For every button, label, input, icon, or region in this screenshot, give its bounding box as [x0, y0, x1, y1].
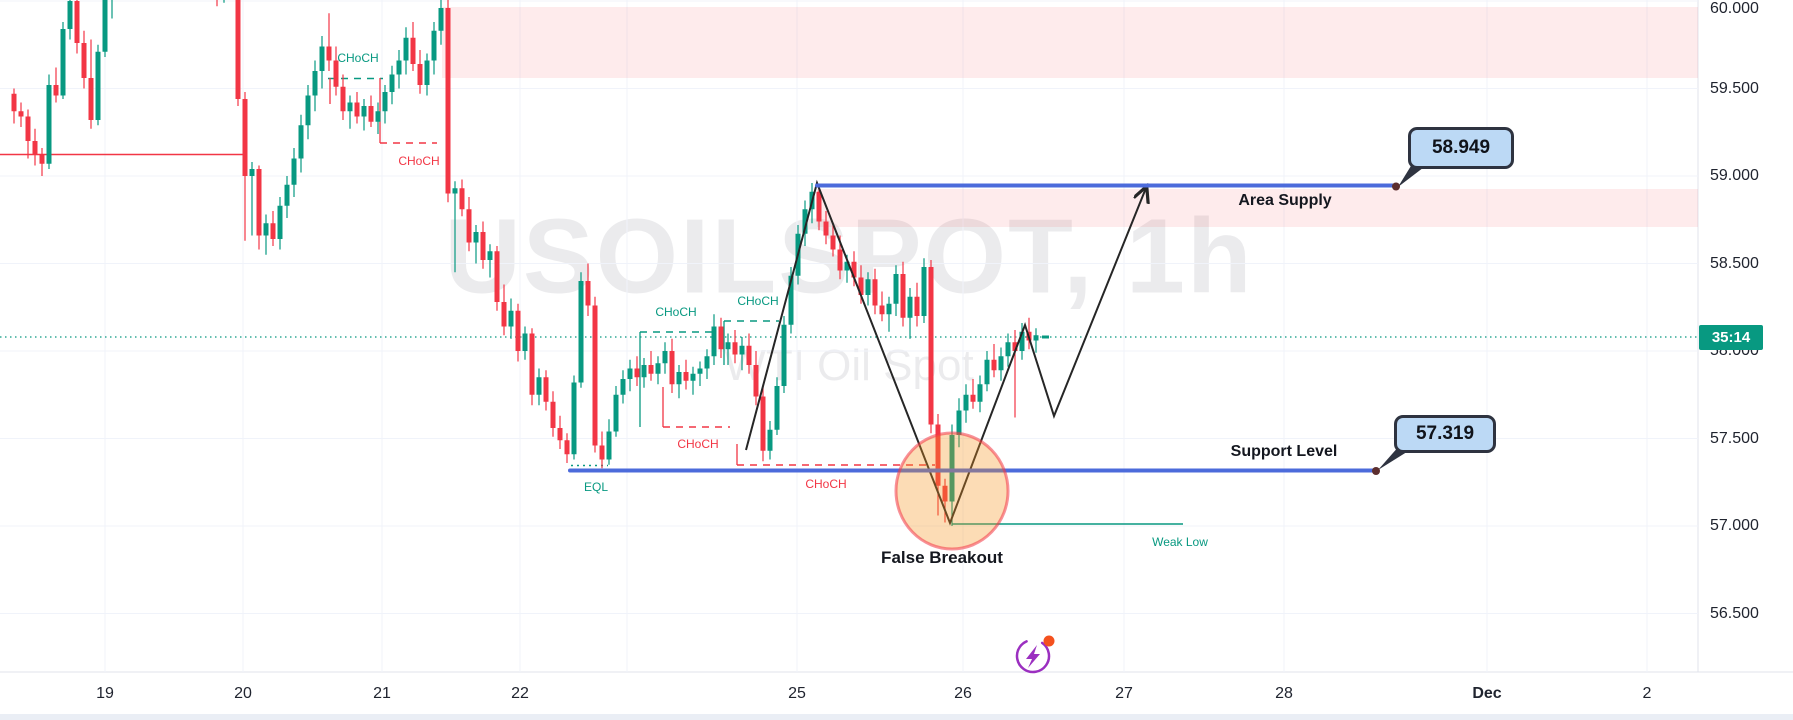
false-breakout-label[interactable]: False Breakout [881, 548, 1003, 567]
time-axis-label-26: 26 [954, 685, 972, 702]
choch-label-2: CHoCH [655, 305, 697, 319]
bottom-strip [0, 714, 1793, 720]
choch-structure-2 [639, 331, 712, 427]
false-breakout-circle[interactable] [894, 431, 1010, 551]
time-axis-label-22: 22 [511, 685, 529, 702]
last-price-tick [1042, 335, 1049, 339]
time-axis-label-Dec: Dec [1472, 685, 1502, 702]
choch-structure-3 [723, 320, 779, 365]
eql-label: EQL [583, 480, 609, 494]
price-axis-label-57.500: 57.500 [1710, 429, 1759, 447]
price-axis-label-59.500: 59.500 [1710, 79, 1759, 97]
area-supply-label[interactable]: Area Supply [1238, 192, 1332, 209]
choch-label-4: CHoCH [677, 437, 719, 451]
gridlines [0, 0, 1698, 672]
projection-zigzag[interactable] [745, 179, 1146, 526]
choch-label-1: CHoCH [398, 154, 440, 168]
price-axis[interactable] [1698, 0, 1793, 672]
support-line-anchor-dot[interactable] [1372, 467, 1380, 475]
price-callout-57319[interactable]: 57.319 [1394, 415, 1496, 453]
time-axis-label-19: 19 [96, 685, 114, 702]
flash-icon[interactable] [1011, 634, 1056, 679]
time-axis-label-21: 21 [373, 685, 391, 702]
time-axis-label-20: 20 [234, 685, 252, 702]
price-axis-label-60.000: 60.000 [1710, 0, 1759, 17]
price-axis-label-57.000: 57.000 [1710, 517, 1759, 534]
time-axis-label-25: 25 [788, 685, 806, 702]
price-axis-label-56.500: 56.500 [1710, 604, 1759, 622]
choch-label-5: CHoCH [805, 477, 847, 491]
candlestick-series [11, 0, 1039, 526]
countdown-badge: 35:14 [1699, 325, 1763, 350]
time-axis[interactable] [0, 672, 1793, 714]
choch-structure-5 [736, 444, 935, 466]
supply-zone-upper[interactable] [442, 7, 1698, 78]
choch-structure-0 [328, 77, 383, 143]
time-axis-label-28: 28 [1275, 685, 1293, 702]
support-level-label[interactable]: Support Level [1230, 443, 1338, 460]
time-axis-label-27: 27 [1115, 685, 1133, 702]
weak-low-label: Weak Low [1152, 535, 1208, 549]
choch-structure-4 [662, 387, 730, 428]
price-callout-58949[interactable]: 58.949 [1408, 127, 1514, 169]
choch-label-3: CHoCH [737, 294, 779, 308]
choch-label-0: CHoCH [337, 51, 379, 65]
time-axis-label-2: 2 [1642, 685, 1652, 702]
price-axis-label-58.500: 58.500 [1710, 254, 1759, 272]
price-axis-label-59.000: 59.000 [1710, 167, 1759, 184]
flash-icon-notification-dot [1043, 635, 1055, 647]
supply-zone-area[interactable] [817, 189, 1698, 227]
area-supply-line-anchor-dot[interactable] [1392, 182, 1400, 191]
